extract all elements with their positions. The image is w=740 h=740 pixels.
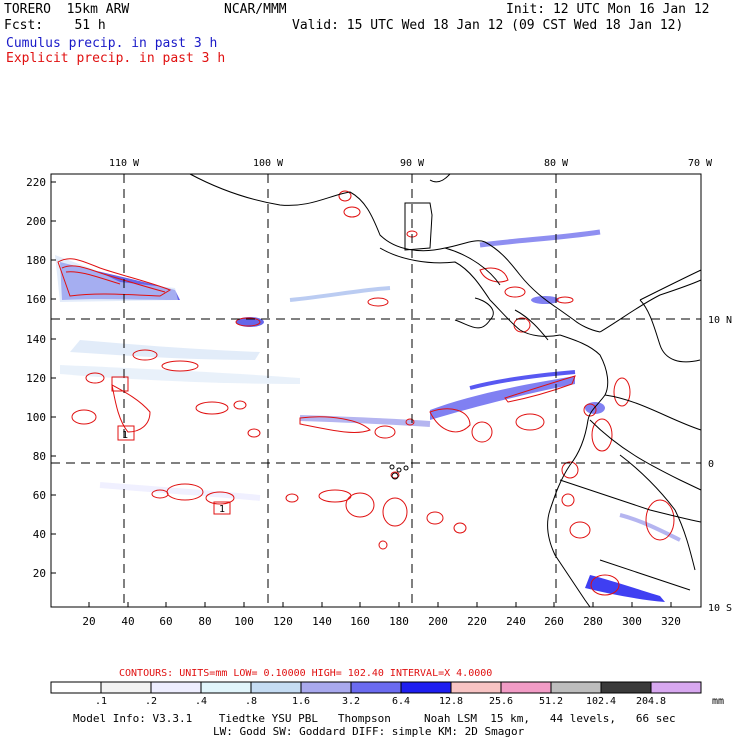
colorbar-segment [150, 681, 202, 694]
bottom-tick-marks [88, 602, 672, 607]
left-tick-marks [51, 181, 56, 574]
colorbar-labels: .1 .2 .4 .8 1.6 3.2 6.4 12.8 25.6 51.2 1… [95, 696, 666, 707]
coastlines [189, 173, 702, 608]
y-tick: 140 [26, 333, 46, 346]
colorbar [50, 681, 702, 694]
y-tick: 180 [26, 254, 46, 267]
colorbar-label: 51.2 [539, 696, 563, 707]
map-frame [50, 173, 702, 608]
x-tick: 140 [312, 615, 332, 628]
lon-label: 90 W [400, 158, 425, 169]
colorbar-label: 3.2 [342, 696, 360, 707]
colorbar-label: .4 [195, 696, 207, 707]
x-tick: 280 [583, 615, 603, 628]
x-tick: 260 [544, 615, 564, 628]
colorbar-segment [300, 681, 352, 694]
colorbar-label: .2 [145, 696, 157, 707]
colorbar-segment [400, 681, 452, 694]
lon-label: 110 W [109, 158, 140, 169]
box-label-2: 1 [219, 504, 225, 515]
explicit-legend: Explicit precip. in past 3 h [6, 51, 226, 66]
y-tick: 100 [26, 411, 46, 424]
lon-label: 70 W [688, 158, 713, 169]
x-tick: 240 [506, 615, 526, 628]
y-tick: 200 [26, 215, 46, 228]
bottom-x-ticks: 20 40 60 80 100 120 140 160 180 200 220 … [82, 615, 681, 628]
x-tick: 320 [661, 615, 681, 628]
colorbar-segment [600, 681, 652, 694]
x-tick: 20 [82, 615, 95, 628]
colorbar-label: 12.8 [439, 696, 463, 707]
colorbar-label: 6.4 [392, 696, 410, 707]
right-lat-labels: 10 N 0 10 S [708, 315, 732, 614]
forecast-hour: Fcst: 51 h [4, 18, 106, 33]
x-tick: 100 [234, 615, 254, 628]
colorbar-label: 1.6 [292, 696, 310, 707]
y-tick: 80 [33, 450, 46, 463]
lon-label: 80 W [544, 158, 569, 169]
center-name: NCAR/MMM [224, 2, 287, 17]
colorbar-segment [350, 681, 402, 694]
colorbar-segment [550, 681, 602, 694]
colorbar-label: .1 [95, 696, 107, 707]
left-y-ticks: 220 200 180 160 140 120 100 80 60 40 20 [26, 176, 46, 580]
model-info-line1: Model Info: V3.3.1 Tiedtke YSU PBL Thomp… [73, 712, 676, 725]
colorbar-segment [500, 681, 552, 694]
top-lon-labels: 110 W 100 W 90 W 80 W 70 W [109, 158, 713, 169]
cumulus-legend: Cumulus precip. in past 3 h [6, 36, 218, 51]
box-label-1: 1 [122, 430, 128, 441]
x-tick: 180 [389, 615, 409, 628]
colorbar-segment [250, 681, 302, 694]
colorbar-label: 204.8 [636, 696, 666, 707]
y-tick: 160 [26, 293, 46, 306]
colorbar-label: .8 [245, 696, 257, 707]
x-tick: 300 [622, 615, 642, 628]
y-tick: 60 [33, 489, 46, 502]
lat-label: 10 N [708, 315, 732, 326]
colorbar-label: 25.6 [489, 696, 513, 707]
colorbar-label: 102.4 [586, 696, 616, 707]
colorbar-segment [100, 681, 152, 694]
colorbar-segment [50, 681, 102, 694]
colorbar-segment [450, 681, 502, 694]
colorbar-unit: mm [712, 696, 724, 707]
model-title: TORERO 15km ARW [4, 2, 130, 17]
station-boxes [111, 376, 231, 515]
x-tick: 160 [350, 615, 370, 628]
x-tick: 220 [467, 615, 487, 628]
colorbar-segment [650, 681, 702, 694]
lon-label: 100 W [253, 158, 284, 169]
model-info-line2: LW: Godd SW: Goddard DIFF: simple KM: 2D… [213, 725, 525, 738]
y-tick: 40 [33, 528, 46, 541]
lat-lon-grid [51, 174, 701, 607]
x-tick: 80 [198, 615, 211, 628]
x-tick: 120 [273, 615, 293, 628]
init-time: Init: 12 UTC Mon 16 Jan 12 [506, 2, 710, 17]
lat-label: 0 [708, 459, 714, 470]
colorbar-segment [200, 681, 252, 694]
y-tick: 20 [33, 567, 46, 580]
y-tick: 220 [26, 176, 46, 189]
explicit-precip-contours [57, 190, 675, 596]
galapagos-islands [389, 464, 409, 480]
lat-label: 10 S [708, 603, 732, 614]
x-tick: 60 [159, 615, 172, 628]
y-tick: 120 [26, 372, 46, 385]
valid-time: Valid: 15 UTC Wed 18 Jan 12 (09 CST Wed … [292, 18, 684, 33]
x-tick: 40 [121, 615, 134, 628]
x-tick: 200 [428, 615, 448, 628]
contour-info: CONTOURS: UNITS=mm LOW= 0.10000 HIGH= 10… [119, 668, 492, 679]
